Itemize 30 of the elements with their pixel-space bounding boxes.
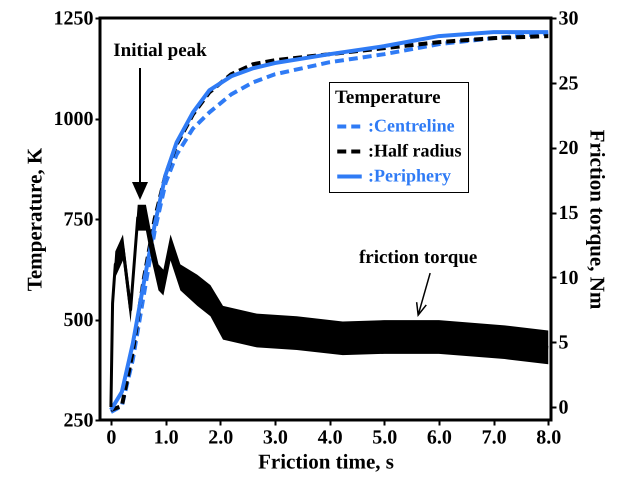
legend-title: Temperature [335, 87, 441, 108]
x-tick-label: 6.0 [426, 426, 452, 448]
y2-tick-label: 15 [558, 202, 578, 224]
x-tick-label: 4.0 [318, 426, 343, 448]
annotation: friction torque [358, 247, 478, 268]
y2-tick-label: 0 [558, 396, 568, 419]
y2-tick-label: 25 [558, 72, 578, 94]
y-tick-label: 1250 [54, 8, 94, 30]
x-tick-label: 2.0 [208, 426, 234, 448]
y2-tick-label: 30 [558, 8, 578, 30]
y-tick-label: 250 [64, 410, 94, 432]
y-axis-title: Temperature, K [22, 147, 46, 292]
y2-tick-label: 10 [558, 266, 578, 289]
legend-label: :Centreline [368, 116, 455, 136]
x-tick-label: 7.0 [482, 426, 507, 448]
y2-tick-label: 20 [558, 137, 578, 160]
y-tick-label: 750 [64, 208, 94, 230]
x-axis-title: Friction time, s [258, 450, 394, 474]
x-tick-label: 1.0 [154, 426, 179, 448]
x-tick-label: 3.0 [262, 426, 288, 448]
x-tick-label: 0 [106, 426, 116, 448]
x-tick-label: 5.0 [372, 426, 398, 448]
y-tick-label: 1000 [54, 108, 94, 130]
y-tick-label: 500 [64, 309, 94, 331]
annotation: Initial peak [113, 40, 208, 61]
legend-label: :Half radius [368, 140, 462, 160]
legend-label: :Periphery [368, 166, 451, 186]
x-tick-label: 8.0 [536, 426, 562, 448]
y2-axis-title: Friction torque, Nm [586, 130, 610, 310]
y2-tick-label: 5 [558, 332, 568, 354]
